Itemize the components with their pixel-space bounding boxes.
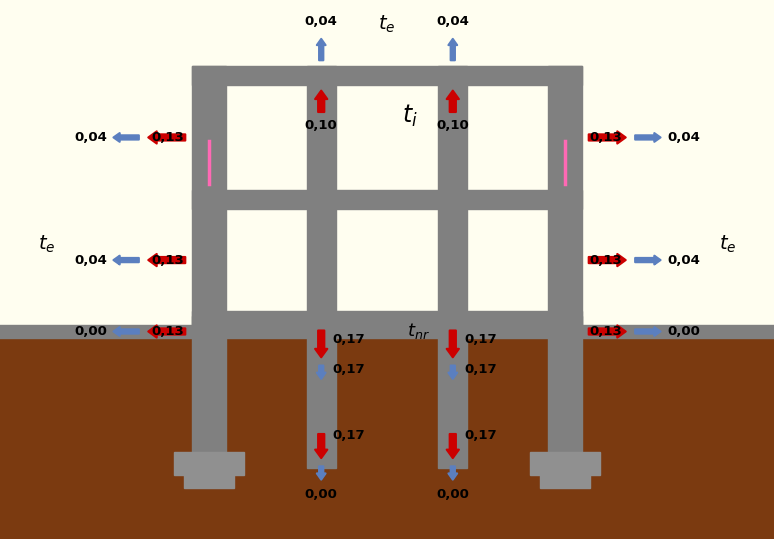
Text: 0,17: 0,17: [464, 363, 497, 376]
Text: 0,04: 0,04: [667, 131, 700, 144]
Text: 0,10: 0,10: [305, 119, 337, 132]
Bar: [530, 452, 600, 475]
Text: 0,13: 0,13: [590, 131, 622, 144]
Bar: [548, 66, 582, 330]
Bar: [0, 331, 774, 539]
Text: 0,04: 0,04: [667, 253, 700, 267]
Bar: [192, 190, 582, 209]
Bar: [548, 316, 582, 468]
Text: 0,00: 0,00: [667, 325, 700, 338]
Text: 0,13: 0,13: [152, 131, 184, 144]
Text: 0,17: 0,17: [464, 429, 497, 441]
Text: 0,04: 0,04: [74, 131, 107, 144]
Text: 0,17: 0,17: [464, 333, 497, 346]
Text: 0,13: 0,13: [152, 253, 184, 267]
Text: 0,00: 0,00: [305, 488, 337, 501]
Bar: [307, 66, 336, 330]
Text: 0,13: 0,13: [590, 325, 622, 338]
Bar: [192, 66, 582, 85]
Text: $t_e$: $t_e$: [38, 233, 55, 254]
Bar: [192, 66, 226, 330]
Text: 0,13: 0,13: [152, 325, 184, 338]
Text: 0,04: 0,04: [74, 253, 107, 267]
Bar: [192, 316, 226, 468]
Bar: [192, 311, 582, 330]
Text: 0,17: 0,17: [333, 429, 365, 441]
Bar: [540, 473, 590, 488]
Text: 0,00: 0,00: [74, 325, 107, 338]
Text: 0,04: 0,04: [305, 15, 337, 28]
Text: $t_i$: $t_i$: [402, 103, 418, 129]
Text: 0,00: 0,00: [437, 488, 469, 501]
Bar: [174, 452, 244, 475]
Bar: [438, 316, 467, 468]
Text: 0,10: 0,10: [437, 119, 469, 132]
Text: 0,17: 0,17: [333, 363, 365, 376]
Text: 0,17: 0,17: [333, 333, 365, 346]
Text: 0,13: 0,13: [590, 253, 622, 267]
Bar: [184, 473, 234, 488]
Text: $t_e$: $t_e$: [378, 13, 396, 35]
Bar: [438, 66, 467, 330]
Text: 0,04: 0,04: [437, 15, 469, 28]
Bar: [0, 325, 774, 338]
Bar: [307, 316, 336, 468]
Text: $t_e$: $t_e$: [719, 233, 736, 254]
Text: $t_{nr}$: $t_{nr}$: [406, 321, 430, 342]
